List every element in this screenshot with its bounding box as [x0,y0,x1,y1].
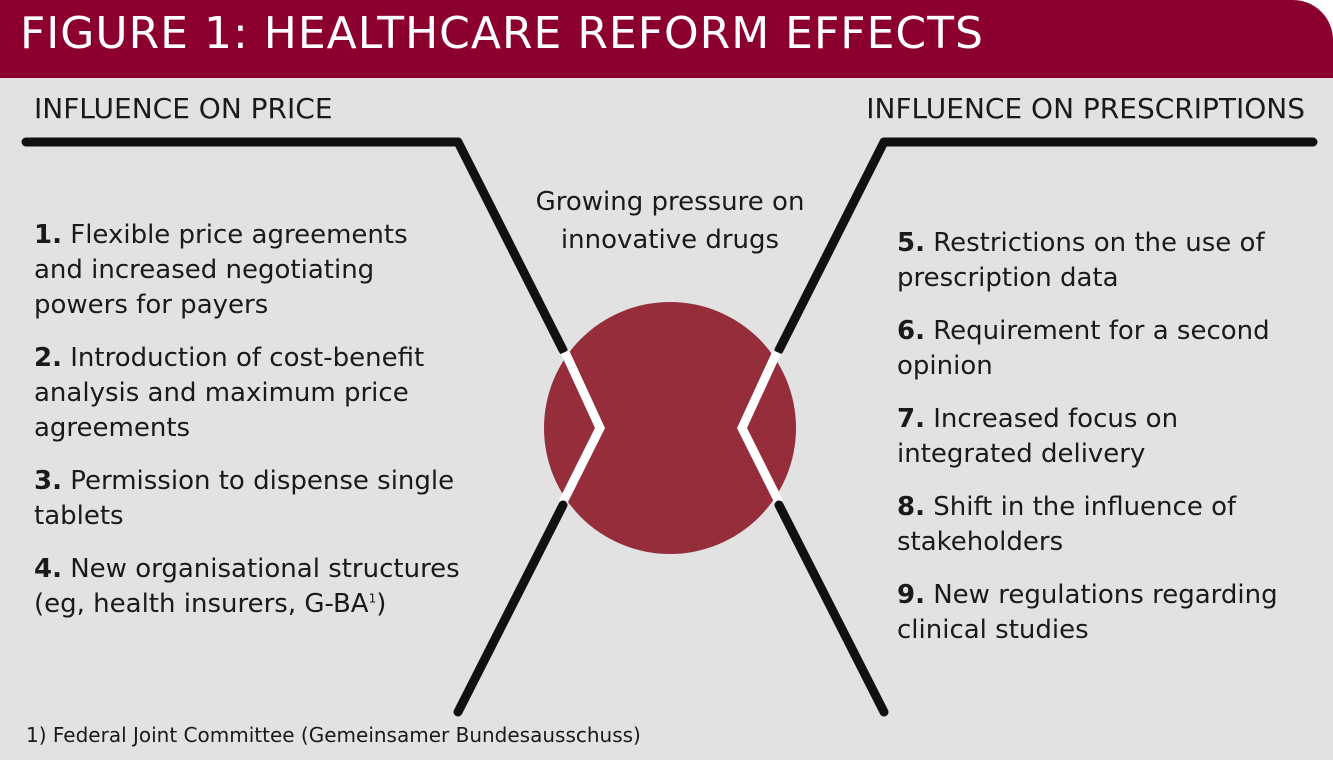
figure-header: FIGURE 1: HEALTHCARE REFORM EFFECTS [0,0,1333,78]
item-text: Flexible price agreements and increased … [34,220,408,320]
item-number: 9. [897,580,925,610]
prescriptions-section-heading: INFLUENCE ON PRESCRIPTIONS [866,92,1305,125]
footnote-marker: 1 [368,591,377,606]
item-number: 2. [34,343,62,373]
figure-title: FIGURE 1: HEALTHCARE REFORM EFFECTS [20,8,984,59]
pressure-circle [544,302,796,554]
right-lower-line [774,500,889,717]
right-funnel-notch [737,350,784,505]
list-item: 7. Increased focus on integrated deliver… [897,402,1317,472]
list-item: 6. Requirement for a second opinion [897,314,1317,384]
left-lower-line [453,500,568,717]
item-text-end: ) [376,589,387,619]
item-number: 4. [34,554,62,584]
list-item: 9. New regulations regarding clinical st… [897,578,1317,648]
item-text: Introduction of cost-benefit analysis an… [34,343,425,443]
item-number: 8. [897,492,925,522]
item-text: Increased focus on integrated delivery [897,404,1179,469]
item-number: 6. [897,316,925,346]
list-item: 3. Permission to dispense single tablets [34,464,464,534]
item-text: New regulations regarding clinical studi… [897,580,1278,645]
item-number: 7. [897,404,925,434]
list-item: 5. Restrictions on the use of prescripti… [897,226,1317,296]
item-number: 3. [34,466,62,496]
prescription-effects-list: 5. Restrictions on the use of prescripti… [897,226,1317,666]
item-text: Requirement for a second opinion [897,316,1270,381]
center-caption: Growing pressure on innovative drugs [535,187,805,255]
price-section-heading: INFLUENCE ON PRICE [34,92,333,125]
item-text: Permission to dispense single tablets [34,466,455,531]
item-number: 5. [897,228,925,258]
price-effects-list: 1. Flexible price agreements and increas… [34,218,464,640]
list-item: 4. New organisational structures (eg, he… [34,552,464,622]
list-item: 2. Introduction of cost-benefit analysis… [34,341,464,446]
list-item: 1. Flexible price agreements and increas… [34,218,464,323]
item-text: Restrictions on the use of prescription … [897,228,1265,293]
left-funnel-line [21,137,568,355]
left-funnel-notch [558,350,605,505]
footnote: 1) Federal Joint Committee (Gemeinsamer … [26,723,641,747]
list-item: 8. Shift in the influence of stakeholder… [897,490,1317,560]
item-text: Shift in the influence of stakeholders [897,492,1237,557]
item-number: 1. [34,220,62,250]
right-funnel-line [774,137,1318,355]
item-text: New organisational structures (eg, healt… [34,554,460,619]
